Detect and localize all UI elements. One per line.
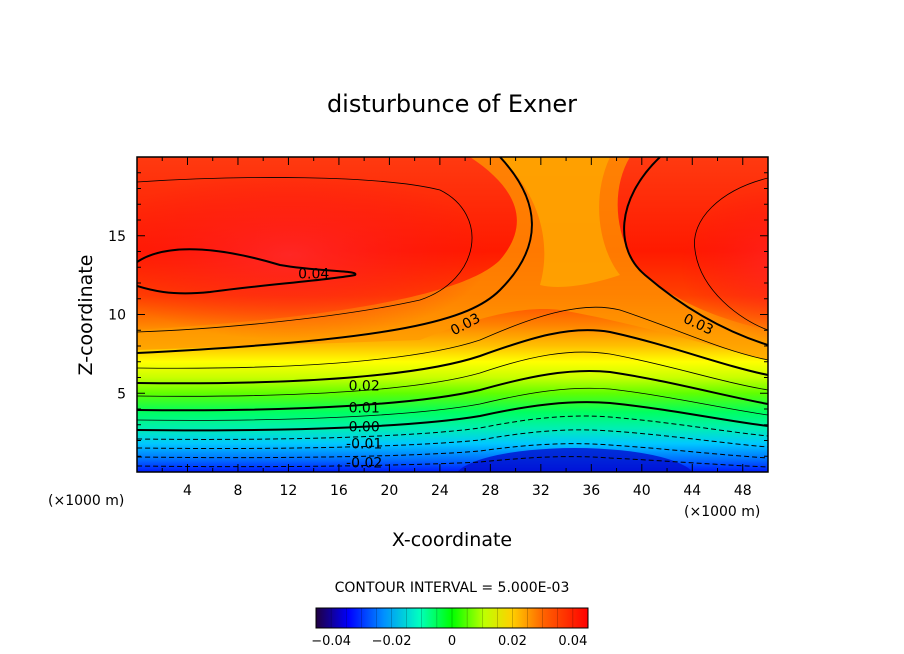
- contour-line: [137, 429, 768, 450]
- colorbar-tick-label: 0.02: [498, 634, 527, 649]
- contour-line: [137, 369, 768, 412]
- colorbar-tick-label: 0.04: [558, 634, 587, 649]
- colorbar-stripes: [330, 608, 574, 628]
- contour-line: [137, 248, 357, 295]
- x-tick-label: 36: [582, 483, 600, 499]
- x-tick-label: 4: [183, 483, 192, 499]
- colorbar-tick-label: −0.02: [372, 634, 412, 649]
- x-axis: 4 8 12 16 20 24 28 32 36 40 44 48: [161, 157, 752, 499]
- colorbar-tick-label: 0: [448, 634, 456, 649]
- x-axis-label: X-coordinate: [392, 529, 512, 551]
- x-tick-label: 12: [280, 483, 298, 499]
- contour-label: -0.01: [346, 437, 382, 453]
- contour-line: [137, 456, 768, 468]
- colorbar: −0.04 −0.02 0 0.02 0.04: [311, 607, 589, 649]
- contour-line: [137, 177, 473, 333]
- contour-line: [137, 157, 533, 354]
- x-tick-label: 48: [734, 483, 752, 499]
- contour-label: 0.02: [349, 378, 380, 394]
- contour-label: 0.00: [349, 419, 380, 435]
- right-high-lobe: [680, 186, 768, 344]
- contour-line: [137, 329, 768, 385]
- x-tick-label: 16: [330, 483, 348, 499]
- y-tick-label: 15: [108, 229, 126, 245]
- contour-line: [137, 443, 768, 459]
- x-unit-right: (×1000 m): [684, 504, 760, 520]
- y-axis-label: Z-coordinate: [75, 255, 97, 376]
- colorbar-ticks: −0.04 −0.02 0 0.02 0.04: [311, 634, 587, 649]
- contour-line: [137, 351, 768, 397]
- contour-label: 0.04: [298, 267, 329, 283]
- contour-label: -0.02: [346, 456, 382, 472]
- x-tick-label: 44: [683, 483, 701, 499]
- contour-line: [137, 387, 768, 421]
- contour-interval-text: CONTOUR INTERVAL = 5.000E-03: [335, 580, 570, 596]
- colorbar-tick-label: −0.04: [311, 634, 351, 649]
- left-high-lobe: [137, 170, 490, 340]
- contour-lines: [137, 157, 768, 468]
- x-tick-label: 28: [481, 483, 499, 499]
- saddle-region: [137, 157, 768, 360]
- chart-title: disturbunce of Exner: [327, 90, 577, 118]
- saddle-core: [500, 157, 620, 287]
- contour-line: [137, 306, 768, 369]
- x-tick-label: 32: [532, 483, 550, 499]
- plot-area: [137, 157, 768, 472]
- contour-label: 0.01: [349, 400, 380, 416]
- x-tick-label: 40: [633, 483, 651, 499]
- x-tick-label: 20: [380, 483, 398, 499]
- y-tick-label: 10: [108, 308, 126, 324]
- contour-line: [623, 157, 768, 346]
- x-tick-label: 8: [233, 483, 242, 499]
- x-tick-label: 24: [431, 483, 449, 499]
- contour-line: [694, 177, 768, 331]
- contour-line: [137, 415, 768, 440]
- colorbar-frame: [315, 607, 589, 629]
- y-axis: 5 10 15: [108, 172, 768, 457]
- y-tick-label: 5: [117, 386, 126, 402]
- contour-line: [137, 401, 768, 432]
- low-core: [457, 448, 693, 472]
- x-unit-left: (×1000 m): [48, 493, 124, 509]
